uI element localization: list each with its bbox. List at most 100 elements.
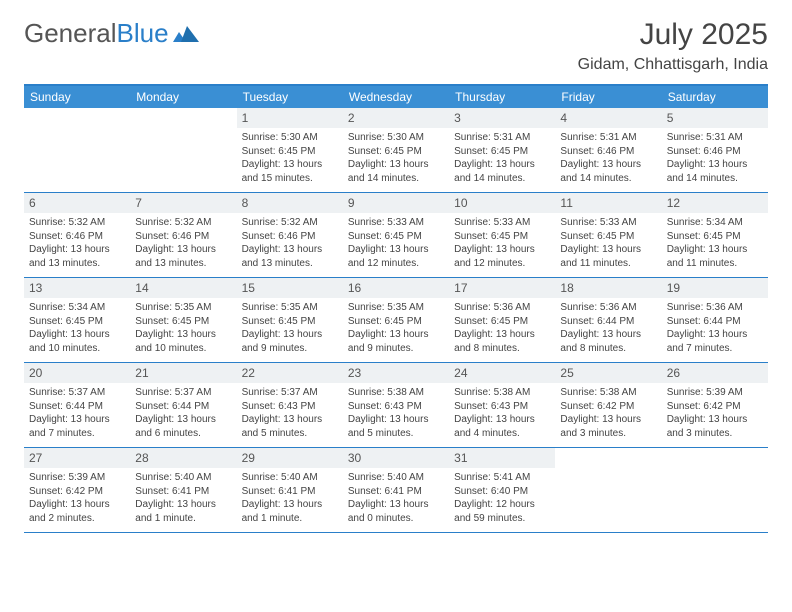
day-number: 31 [449, 448, 555, 468]
day-number: 4 [555, 108, 661, 128]
sunrise-text: Sunrise: 5:33 AM [560, 216, 656, 230]
brand-logo: GeneralBlue [24, 18, 199, 49]
day-cell: 12Sunrise: 5:34 AMSunset: 6:45 PMDayligh… [662, 193, 768, 277]
sunset-text: Sunset: 6:42 PM [560, 400, 656, 414]
sunset-text: Sunset: 6:43 PM [348, 400, 444, 414]
dow-cell: Monday [130, 86, 236, 108]
daylight-text: Daylight: 13 hours and 7 minutes. [29, 413, 125, 440]
sunset-text: Sunset: 6:45 PM [667, 230, 763, 244]
daylight-text: Daylight: 13 hours and 10 minutes. [29, 328, 125, 355]
sunrise-text: Sunrise: 5:36 AM [560, 301, 656, 315]
daylight-text: Daylight: 13 hours and 9 minutes. [348, 328, 444, 355]
day-cell: 29Sunrise: 5:40 AMSunset: 6:41 PMDayligh… [237, 448, 343, 532]
sunset-text: Sunset: 6:44 PM [560, 315, 656, 329]
day-number: 20 [24, 363, 130, 383]
day-number: 27 [24, 448, 130, 468]
sunset-text: Sunset: 6:45 PM [454, 315, 550, 329]
day-cell: 15Sunrise: 5:35 AMSunset: 6:45 PMDayligh… [237, 278, 343, 362]
day-cell: 21Sunrise: 5:37 AMSunset: 6:44 PMDayligh… [130, 363, 236, 447]
daylight-text: Daylight: 13 hours and 14 minutes. [454, 158, 550, 185]
day-cell: 9Sunrise: 5:33 AMSunset: 6:45 PMDaylight… [343, 193, 449, 277]
sunrise-text: Sunrise: 5:37 AM [135, 386, 231, 400]
month-title: July 2025 [578, 18, 768, 52]
day-number: 30 [343, 448, 449, 468]
day-number: 29 [237, 448, 343, 468]
week-row: 27Sunrise: 5:39 AMSunset: 6:42 PMDayligh… [24, 448, 768, 533]
day-cell: 4Sunrise: 5:31 AMSunset: 6:46 PMDaylight… [555, 108, 661, 192]
day-number: 21 [130, 363, 236, 383]
daylight-text: Daylight: 13 hours and 11 minutes. [667, 243, 763, 270]
brand-part1: General [24, 18, 117, 49]
daylight-text: Daylight: 13 hours and 7 minutes. [667, 328, 763, 355]
day-number: 23 [343, 363, 449, 383]
day-of-week-row: SundayMondayTuesdayWednesdayThursdayFrid… [24, 86, 768, 108]
daylight-text: Daylight: 13 hours and 8 minutes. [560, 328, 656, 355]
daylight-text: Daylight: 13 hours and 13 minutes. [135, 243, 231, 270]
day-cell: 20 Sunrise: 5:37 AMSunset: 6:44 PMDayligh… [24, 363, 130, 447]
day-number: 14 [130, 278, 236, 298]
sunset-text: Sunset: 6:45 PM [348, 145, 444, 159]
daylight-text: Daylight: 13 hours and 3 minutes. [667, 413, 763, 440]
day-number: 11 [555, 193, 661, 213]
day-number: 12 [662, 193, 768, 213]
day-number [555, 448, 661, 452]
day-cell: 2Sunrise: 5:30 AMSunset: 6:45 PMDaylight… [343, 108, 449, 192]
day-cell: 10Sunrise: 5:33 AMSunset: 6:45 PMDayligh… [449, 193, 555, 277]
sunset-text: Sunset: 6:46 PM [242, 230, 338, 244]
sunset-text: Sunset: 6:46 PM [667, 145, 763, 159]
sunset-text: Sunset: 6:45 PM [135, 315, 231, 329]
weeks-container: 1Sunrise: 5:30 AMSunset: 6:45 PMDaylight… [24, 108, 768, 533]
sunrise-text: Sunrise: 5:33 AM [454, 216, 550, 230]
daylight-text: Daylight: 13 hours and 0 minutes. [348, 498, 444, 525]
day-cell: 1Sunrise: 5:30 AMSunset: 6:45 PMDaylight… [237, 108, 343, 192]
sunrise-text: Sunrise: 5:32 AM [135, 216, 231, 230]
day-cell: 14Sunrise: 5:35 AMSunset: 6:45 PMDayligh… [130, 278, 236, 362]
dow-cell: Sunday [24, 86, 130, 108]
day-number [24, 108, 130, 112]
day-number: 26 [662, 363, 768, 383]
daylight-text: Daylight: 13 hours and 13 minutes. [242, 243, 338, 270]
day-number: 1 [237, 108, 343, 128]
sunset-text: Sunset: 6:40 PM [454, 485, 550, 499]
daylight-text: Daylight: 13 hours and 4 minutes. [454, 413, 550, 440]
sunset-text: Sunset: 6:44 PM [29, 400, 125, 414]
daylight-text: Daylight: 13 hours and 5 minutes. [242, 413, 338, 440]
day-cell: 7Sunrise: 5:32 AMSunset: 6:46 PMDaylight… [130, 193, 236, 277]
flag-icon [173, 18, 199, 49]
sunrise-text: Sunrise: 5:31 AM [454, 131, 550, 145]
daylight-text: Daylight: 12 hours and 59 minutes. [454, 498, 550, 525]
daylight-text: Daylight: 13 hours and 6 minutes. [135, 413, 231, 440]
day-cell: 18Sunrise: 5:36 AMSunset: 6:44 PMDayligh… [555, 278, 661, 362]
sunrise-text: Sunrise: 5:40 AM [135, 471, 231, 485]
day-cell: 30Sunrise: 5:40 AMSunset: 6:41 PMDayligh… [343, 448, 449, 532]
sunset-text: Sunset: 6:46 PM [560, 145, 656, 159]
sunset-text: Sunset: 6:45 PM [242, 315, 338, 329]
sunrise-text: Sunrise: 5:40 AM [242, 471, 338, 485]
sunrise-text: Sunrise: 5:39 AM [29, 471, 125, 485]
dow-cell: Friday [555, 86, 661, 108]
day-cell: 28Sunrise: 5:40 AMSunset: 6:41 PMDayligh… [130, 448, 236, 532]
day-cell: 25Sunrise: 5:38 AMSunset: 6:42 PMDayligh… [555, 363, 661, 447]
daylight-text: Daylight: 13 hours and 15 minutes. [242, 158, 338, 185]
day-number: 3 [449, 108, 555, 128]
day-number [662, 448, 768, 452]
day-cell [555, 448, 661, 532]
day-number: 19 [662, 278, 768, 298]
day-cell: 16Sunrise: 5:35 AMSunset: 6:45 PMDayligh… [343, 278, 449, 362]
sunrise-text: Sunrise: 5:41 AM [454, 471, 550, 485]
sunset-text: Sunset: 6:41 PM [242, 485, 338, 499]
brand-part2: Blue [117, 18, 169, 49]
daylight-text: Daylight: 13 hours and 11 minutes. [560, 243, 656, 270]
daylight-text: Daylight: 13 hours and 12 minutes. [348, 243, 444, 270]
header: GeneralBlue July 2025 Gidam, Chhattisgar… [24, 18, 768, 74]
sunrise-text: Sunrise: 5:33 AM [348, 216, 444, 230]
daylight-text: Daylight: 13 hours and 9 minutes. [242, 328, 338, 355]
day-cell: 31 Sunrise: 5:41 AMSunset: 6:40 PMDayligh… [449, 448, 555, 532]
dow-cell: Thursday [449, 86, 555, 108]
daylight-text: Daylight: 13 hours and 5 minutes. [348, 413, 444, 440]
dow-cell: Saturday [662, 86, 768, 108]
daylight-text: Daylight: 13 hours and 2 minutes. [29, 498, 125, 525]
sunrise-text: Sunrise: 5:37 AM [29, 386, 125, 400]
sunrise-text: Sunrise: 5:36 AM [667, 301, 763, 315]
daylight-text: Daylight: 13 hours and 8 minutes. [454, 328, 550, 355]
